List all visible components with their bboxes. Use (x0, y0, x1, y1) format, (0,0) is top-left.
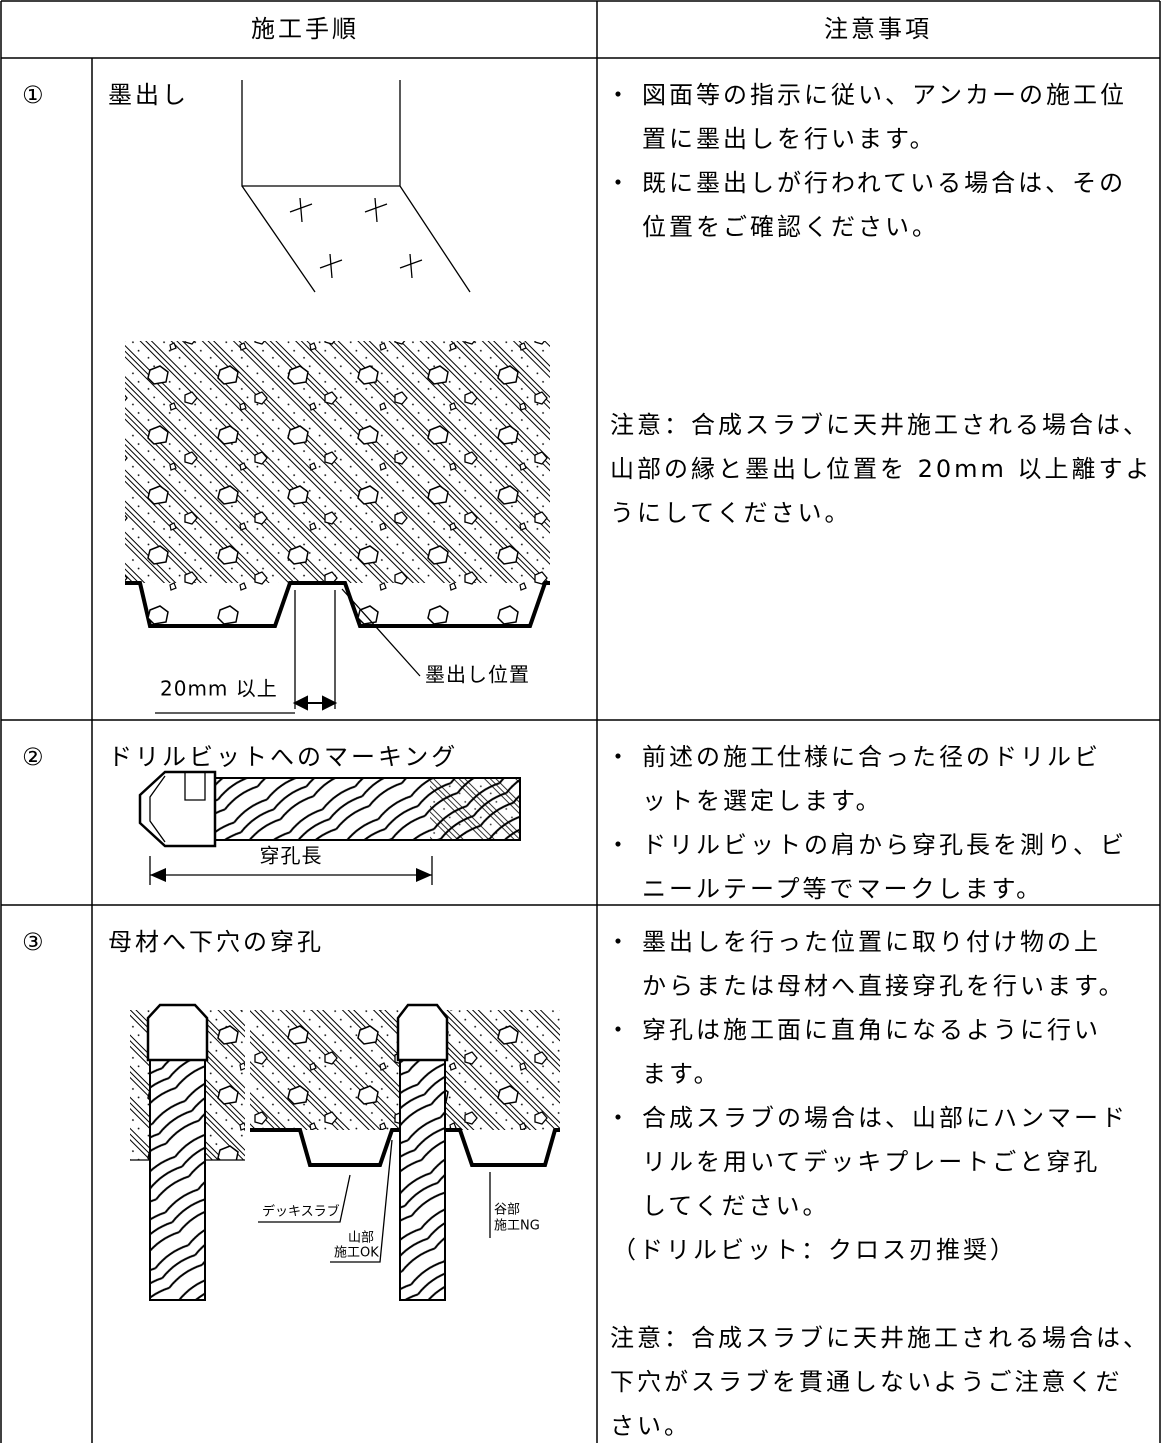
note-line: ます。 (642, 1060, 721, 1088)
deck-slab-label: デッキスラブ (262, 1204, 340, 1220)
note-line: 置に墨出しを行います。 (642, 125, 937, 153)
note-line: 穿孔は施工面に直角になるように行い (642, 1016, 1101, 1044)
step-number: ③ (22, 928, 47, 956)
note-line: 前述の施工仕様に合った径のドリルビ (642, 743, 1101, 771)
note-bullet: ・ (606, 1104, 633, 1132)
note-line: 位置をご確認ください。 (642, 213, 939, 241)
ridge-label: 山部 (348, 1231, 374, 1246)
caution-line: うにしてください。 (610, 499, 852, 527)
note-line: からまたは母材へ直接穿孔を行います。 (642, 972, 1126, 1000)
caution-line: さい。 (610, 1412, 691, 1440)
note-line: リルを用いてデッキプレートごと穿孔 (642, 1148, 1100, 1176)
marking-position-label: 墨出し位置 (425, 663, 530, 687)
step-number: ② (22, 743, 47, 771)
caution-line: 注意：合成スラブに天井施工される場合は、 (610, 1324, 1150, 1352)
note-bullet: ・ (606, 928, 633, 956)
dimension-label: 20mm 以上 (160, 677, 278, 701)
note-bullet: ・ (606, 1016, 633, 1044)
step-title: ドリルビットへのマーキング (108, 743, 458, 771)
caution-line: 下穴がスラブを貫通しないようご注意くだ (610, 1368, 1123, 1396)
note-line: ニールテープ等でマークします。 (642, 875, 1043, 903)
note-line: ドリルビットの肩から穿孔長を測り、ビ (642, 831, 1127, 859)
step-number: ① (22, 81, 47, 109)
marking-figure: 20mm 以上 墨出し位置 (125, 80, 550, 714)
note-remark: （ドリルビット：クロス刃推奨） (612, 1236, 1017, 1264)
drill-figure: 穿孔長 (138, 770, 521, 885)
note-bullet: ・ (606, 81, 633, 109)
note-line: してください。 (642, 1192, 830, 1220)
drill-length-label: 穿孔長 (260, 844, 323, 868)
note-line: ットを選定します。 (642, 787, 883, 815)
caution-line: 注意：合成スラブに天井施工される場合は、 (610, 411, 1150, 439)
ridge-ok-label: 施工OK (334, 1246, 379, 1261)
caution-line: 山部の縁と墨出し位置を 20mm 以上離すよ (610, 455, 1153, 483)
step-title: 墨出し (108, 81, 189, 109)
valley-ng-label: 施工NG (494, 1219, 540, 1234)
note-bullet: ・ (606, 169, 633, 197)
header-notes: 注意事項 (824, 15, 932, 43)
header-procedure: 施工手順 (251, 15, 359, 43)
note-line: 図面等の指示に従い、アンカーの施工位 (642, 81, 1127, 109)
note-bullet: ・ (606, 831, 633, 859)
valley-label: 谷部 (494, 1203, 520, 1218)
note-bullet: ・ (606, 743, 633, 771)
drilling-figure: デッキスラブ 山部 施工OK 谷部 施工NG (130, 1003, 560, 1301)
note-line: 合成スラブの場合は、山部にハンマード (642, 1104, 1128, 1132)
note-line: 既に墨出しが行われている場合は、その (642, 169, 1126, 197)
note-line: 墨出しを行った位置に取り付け物の上 (642, 928, 1101, 956)
step-title: 母材へ下穴の穿孔 (108, 928, 324, 956)
